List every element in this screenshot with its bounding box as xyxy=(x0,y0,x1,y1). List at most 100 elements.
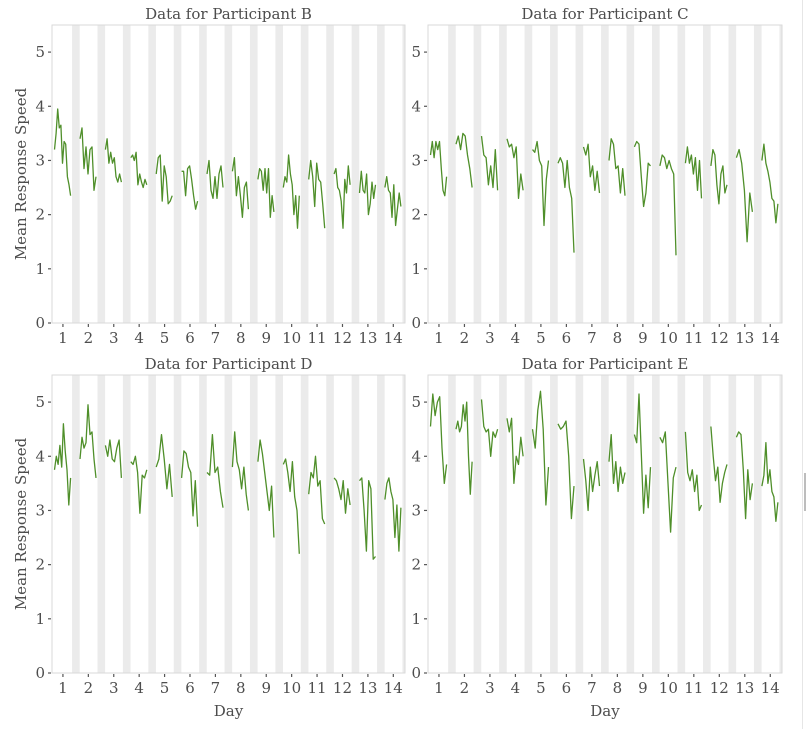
panel-title: Data for Participant C xyxy=(521,5,688,23)
day-14-series-line xyxy=(761,143,779,224)
y-axis-label: Mean Response Speed xyxy=(12,437,30,610)
panel-title: Data for Participant D xyxy=(145,355,313,373)
day-6-series-line xyxy=(180,450,199,527)
y-tick-label: 5 xyxy=(411,43,421,61)
x-tick-label: 7 xyxy=(587,329,597,347)
night-band xyxy=(275,375,284,673)
night-band xyxy=(199,25,207,323)
x-tick-label: 2 xyxy=(460,679,470,697)
x-tick-label: 9 xyxy=(261,329,271,347)
day-11-series-line xyxy=(684,431,703,512)
x-tick-label: 3 xyxy=(109,679,119,697)
night-band xyxy=(249,375,258,673)
x-axis-label: Day xyxy=(214,702,244,720)
night-band xyxy=(677,375,686,673)
y-tick-label: 3 xyxy=(35,151,45,169)
day-2-series-line xyxy=(455,401,473,495)
day-10-series-line xyxy=(659,154,677,256)
scroll-handle[interactable] xyxy=(804,473,806,511)
day-11-series-line xyxy=(308,159,326,229)
x-axis-label: Day xyxy=(590,702,620,720)
x-tick-label: 7 xyxy=(587,679,597,697)
x-tick-label: 13 xyxy=(358,679,377,697)
day-5-series-line xyxy=(155,154,173,205)
panel-title: Data for Participant B xyxy=(145,5,312,23)
x-tick-label: 2 xyxy=(84,679,94,697)
day-5-series-line xyxy=(532,140,550,227)
day-1-series-line xyxy=(53,423,72,506)
y-tick-label: 2 xyxy=(411,206,421,224)
x-tick-label: 7 xyxy=(211,329,221,347)
night-band xyxy=(224,375,233,673)
night-band xyxy=(550,375,558,673)
x-tick-label: 13 xyxy=(358,329,377,347)
day-6-series-line xyxy=(557,420,575,520)
x-tick-label: 10 xyxy=(282,329,301,347)
x-tick-label: 14 xyxy=(384,679,403,697)
x-tick-label: 1 xyxy=(434,329,444,347)
day-10-series-line xyxy=(659,431,677,533)
x-tick-label: 4 xyxy=(511,329,521,347)
x-tick-label: 4 xyxy=(511,679,521,697)
night-band xyxy=(122,25,131,323)
night-band xyxy=(448,25,456,323)
day-3-series-line xyxy=(480,136,499,191)
y-tick-label: 2 xyxy=(35,206,45,224)
day-3-series-line xyxy=(480,399,499,457)
y-tick-label: 4 xyxy=(35,447,45,465)
day-13-series-line xyxy=(735,148,754,243)
day-14-series-line xyxy=(384,176,402,227)
day-11-series-line xyxy=(308,455,326,525)
x-tick-label: 8 xyxy=(613,329,623,347)
night-band xyxy=(72,375,80,673)
night-band xyxy=(97,375,106,673)
x-tick-label: 10 xyxy=(659,329,678,347)
day-12-series-line xyxy=(333,477,351,514)
night-band xyxy=(402,375,405,673)
y-axis-label: Mean Response Speed xyxy=(12,87,30,260)
night-band xyxy=(652,25,660,323)
night-band xyxy=(499,375,507,673)
x-tick-label: 11 xyxy=(308,329,327,347)
night-band xyxy=(524,375,533,673)
x-tick-label: 1 xyxy=(58,679,68,697)
day-5-series-line xyxy=(531,390,550,506)
x-tick-label: 9 xyxy=(638,329,648,347)
x-tick-label: 3 xyxy=(485,679,495,697)
night-band xyxy=(652,375,660,673)
panel-border xyxy=(51,374,406,674)
day-6-series-line xyxy=(557,157,575,253)
night-band xyxy=(550,25,558,323)
night-band xyxy=(402,25,405,323)
day-4-series-line xyxy=(506,138,524,200)
day-12-series-line xyxy=(710,426,728,503)
day-2-series-line xyxy=(455,132,473,188)
day-3-series-line xyxy=(104,439,123,478)
y-tick-label: 0 xyxy=(411,664,421,682)
x-tick-label: 5 xyxy=(160,679,170,697)
night-band xyxy=(753,375,762,673)
x-tick-label: 4 xyxy=(134,679,144,697)
night-band xyxy=(224,25,233,323)
night-band xyxy=(173,25,182,323)
day-7-series-line xyxy=(206,433,224,508)
day-7-series-line xyxy=(206,159,224,200)
day-4-series-line xyxy=(506,417,524,485)
y-tick-label: 3 xyxy=(411,151,421,169)
night-band xyxy=(626,375,635,673)
x-tick-label: 3 xyxy=(109,329,119,347)
x-tick-label: 1 xyxy=(434,679,444,697)
day-9-series-line xyxy=(633,140,651,208)
day-2-series-line xyxy=(79,127,97,191)
panel-border xyxy=(51,24,406,324)
night-band xyxy=(72,25,80,323)
night-band xyxy=(702,25,711,323)
day-8-series-line xyxy=(608,433,626,493)
x-tick-label: 5 xyxy=(536,679,546,697)
x-tick-label: 11 xyxy=(684,679,703,697)
y-tick-label: 4 xyxy=(411,447,421,465)
day-4-series-line xyxy=(130,151,148,189)
night-band xyxy=(275,25,284,323)
x-tick-label: 9 xyxy=(261,679,271,697)
